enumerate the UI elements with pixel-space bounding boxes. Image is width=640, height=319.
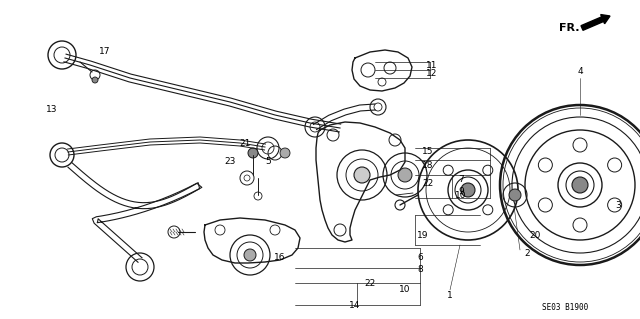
Circle shape: [280, 148, 290, 158]
Text: 21: 21: [239, 138, 251, 147]
Text: 19: 19: [417, 231, 429, 240]
Circle shape: [310, 122, 320, 132]
Text: 5: 5: [265, 158, 271, 167]
Text: 17: 17: [99, 48, 111, 56]
Circle shape: [566, 171, 594, 199]
Text: 13: 13: [46, 106, 58, 115]
Text: 23: 23: [224, 158, 236, 167]
Circle shape: [354, 167, 370, 183]
Text: 1: 1: [447, 291, 453, 300]
Text: 3: 3: [615, 201, 621, 210]
Circle shape: [92, 77, 98, 83]
Circle shape: [572, 177, 588, 193]
Circle shape: [509, 189, 521, 201]
Circle shape: [461, 183, 475, 197]
Text: 15: 15: [422, 147, 434, 157]
Circle shape: [54, 47, 70, 63]
Circle shape: [244, 175, 250, 181]
Text: 9: 9: [458, 187, 464, 196]
Circle shape: [262, 142, 274, 154]
Circle shape: [132, 259, 148, 275]
FancyArrow shape: [581, 15, 610, 30]
Circle shape: [244, 249, 256, 261]
Circle shape: [55, 148, 69, 162]
Text: 10: 10: [455, 190, 467, 199]
Text: 20: 20: [529, 231, 541, 240]
Text: 22: 22: [422, 179, 434, 188]
Text: 4: 4: [577, 68, 583, 77]
Text: 12: 12: [426, 70, 438, 78]
Text: 2: 2: [524, 249, 530, 257]
Text: 11: 11: [426, 62, 438, 70]
Text: 16: 16: [275, 254, 285, 263]
Text: FR.: FR.: [559, 23, 580, 33]
Text: 18: 18: [422, 161, 434, 170]
Text: 10: 10: [399, 286, 411, 294]
Text: SE03 B1900: SE03 B1900: [542, 303, 588, 313]
Text: 8: 8: [417, 265, 423, 275]
Circle shape: [248, 148, 258, 158]
Circle shape: [398, 168, 412, 182]
Text: 7: 7: [458, 174, 464, 183]
Circle shape: [374, 103, 382, 111]
Circle shape: [455, 177, 481, 203]
Text: 6: 6: [417, 254, 423, 263]
Text: 22: 22: [364, 278, 376, 287]
Text: 14: 14: [349, 300, 361, 309]
